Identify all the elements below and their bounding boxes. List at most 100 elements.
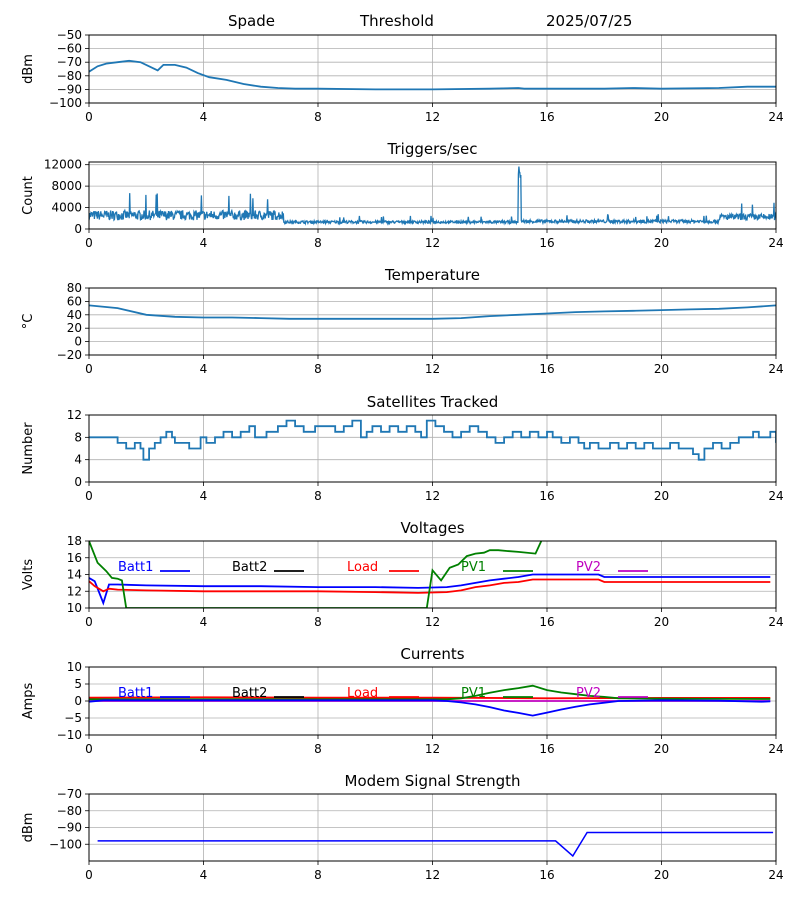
y-tick-label: 20 [67,321,82,335]
x-tick-label: 8 [314,362,322,376]
chart-title: Modem Signal Strength [345,772,521,790]
x-tick-label: 0 [85,489,93,503]
x-tick-label: 4 [200,615,208,629]
x-tick-label: 20 [654,868,669,882]
series-line-batt1 [89,573,771,606]
x-tick-label: 8 [314,615,322,629]
plot-area [89,541,771,608]
x-tick-label: 20 [654,742,669,756]
x-tick-label: 12 [425,868,440,882]
y-tick-label: 40 [67,308,82,322]
x-tick-label: 24 [768,489,783,503]
x-tick-label: 12 [425,742,440,756]
x-tick-label: 0 [85,236,93,250]
x-tick-label: 4 [200,868,208,882]
x-tick-label: 4 [200,362,208,376]
x-tick-label: 0 [85,868,93,882]
x-tick-label: 12 [425,110,440,124]
y-tick-label: −90 [57,821,82,835]
y-axis-label: °C [21,314,36,330]
y-tick-label: −90 [57,82,82,96]
legend-label: Batt1 [118,560,153,575]
y-axis-label: Amps [21,682,36,719]
x-tick-label: 0 [85,362,93,376]
legend-label: Batt2 [232,560,267,575]
x-tick-label: 8 [314,868,322,882]
x-tick-label: 16 [539,868,554,882]
chart-title: Temperature [384,266,480,284]
y-tick-label: 18 [67,534,82,548]
y-tick-label: −80 [57,804,82,818]
x-tick-label: 20 [654,615,669,629]
x-tick-label: 24 [768,615,783,629]
x-tick-label: 4 [200,742,208,756]
chart-title: Voltages [400,519,464,537]
y-tick-label: 0 [74,694,82,708]
x-tick-label: 0 [85,742,93,756]
x-tick-label: 24 [768,742,783,756]
x-tick-label: 24 [768,868,783,882]
y-tick-label: −5 [64,711,82,725]
chart-title: Triggers/sec [387,140,478,158]
plot-area [89,304,776,320]
y-tick-label: −100 [49,837,82,851]
x-tick-label: 12 [425,236,440,250]
plot-area [89,684,771,717]
y-tick-label: 5 [74,677,82,691]
x-tick-label: 0 [85,110,93,124]
x-tick-label: 0 [85,615,93,629]
chart-title: Currents [400,645,464,663]
chart-triggers: 0 4 8 12 16 20 24 0 4000 8000 12000 Triggers/sec Cou… [21,140,784,250]
y-tick-label: 60 [67,294,82,308]
plot-area [97,831,774,858]
chart-title: Satellites Tracked [367,393,498,411]
x-tick-label: 20 [654,362,669,376]
x-tick-label: 16 [539,615,554,629]
y-axis-label: dBm [21,54,36,84]
y-axis-label: Count [21,176,36,215]
x-tick-label: 4 [200,110,208,124]
y-axis-label: Volts [21,559,36,591]
y-tick-label: 12 [67,584,82,598]
legend-label: PV1 [461,686,486,701]
series-line-load [89,578,771,594]
legend-label: PV1 [461,560,486,575]
series-line [89,166,776,226]
chart-voltages: 0 4 8 12 16 20 24 10 12 14 16 18 Voltages Volts Batt1 B… [21,519,784,629]
y-tick-label: 4 [74,453,82,467]
x-tick-label: 24 [768,110,783,124]
x-tick-label: 20 [654,489,669,503]
series-line [89,59,776,91]
y-tick-label: 10 [67,601,82,615]
x-tick-label: 16 [539,110,554,124]
x-tick-label: 20 [654,236,669,250]
x-tick-label: 12 [425,489,440,503]
legend-label: Batt2 [232,686,267,701]
chart-modem: 0 4 8 12 16 20 24 −100 −90 −80 −70 Modem Signal Str… [21,772,784,882]
series-line-pv1 [89,684,771,701]
x-tick-label: 4 [200,236,208,250]
y-tick-label: 4000 [51,201,82,215]
x-tick-label: 16 [539,742,554,756]
plot-area [89,419,776,461]
y-tick-label: −70 [57,787,82,801]
y-tick-label: −60 [57,42,82,56]
series-line [97,831,774,858]
legend-label: PV2 [576,560,601,575]
x-tick-label: 24 [768,236,783,250]
header-date: 2025/07/25 [546,12,633,30]
y-tick-label: −50 [57,28,82,42]
y-tick-label: 0 [74,335,82,349]
series-line [89,304,776,320]
x-tick-label: 12 [425,615,440,629]
plot-area [89,59,776,91]
x-tick-label: 8 [314,489,322,503]
x-tick-label: 20 [654,110,669,124]
y-axis-label: Number [21,422,36,475]
x-tick-label: 4 [200,489,208,503]
x-tick-label: 8 [314,742,322,756]
y-tick-label: 16 [67,551,82,565]
